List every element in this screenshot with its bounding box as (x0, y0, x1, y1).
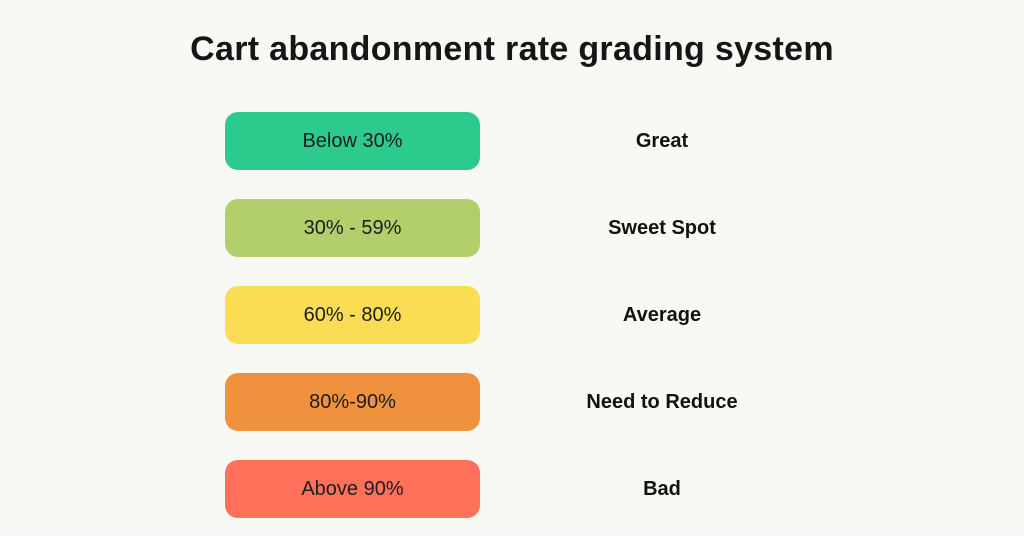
range-label: 80%-90% (309, 390, 396, 413)
grade-label: Great (635, 129, 689, 152)
range-label: 60% - 80% (303, 303, 402, 326)
range-pill: 80%-90% (225, 373, 480, 431)
grading-row: Above 90% Bad (225, 460, 844, 518)
grading-rows: Below 30% Great 30% - 59% Sweet Spot 60%… (225, 112, 844, 547)
grading-row: 80%-90% Need to Reduce (225, 373, 844, 431)
range-pill: 60% - 80% (225, 286, 480, 344)
range-pill: 30% - 59% (225, 199, 480, 257)
page-title: Cart abandonment rate grading system (190, 30, 834, 68)
grading-row: 60% - 80% Average (225, 286, 844, 344)
range-pill: Below 30% (225, 112, 480, 170)
grade-label: Need to Reduce (586, 390, 738, 413)
range-pill: Above 90% (225, 460, 480, 518)
range-label: 30% - 59% (303, 216, 402, 239)
grade-label: Average (622, 303, 702, 326)
grade-label: Bad (643, 477, 681, 500)
grading-row: 30% - 59% Sweet Spot (225, 199, 844, 257)
range-label: Below 30% (302, 129, 403, 152)
infographic-canvas: Cart abandonment rate grading system Bel… (190, 30, 834, 518)
range-label: Above 90% (301, 477, 404, 500)
grade-label: Sweet Spot (608, 216, 716, 239)
grading-row: Below 30% Great (225, 112, 844, 170)
